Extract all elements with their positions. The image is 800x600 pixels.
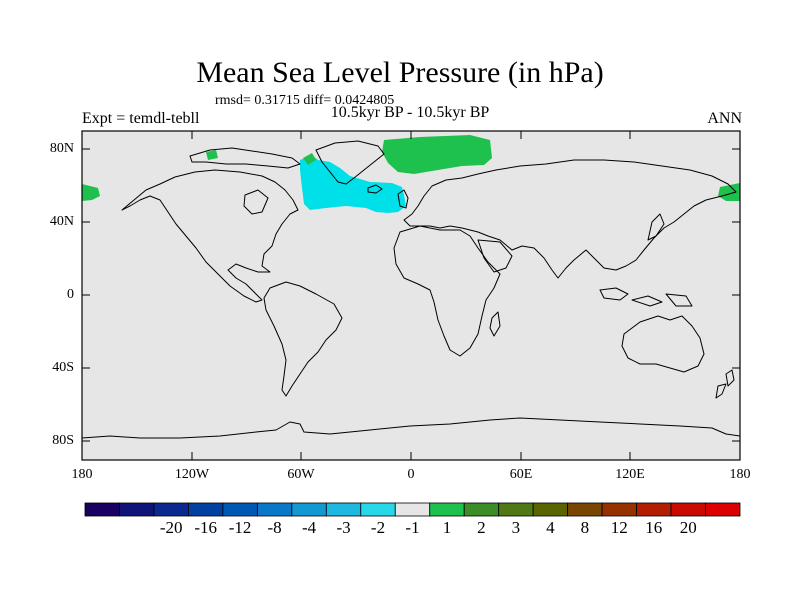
axis-ticks bbox=[81, 131, 741, 460]
experiment-label: Expt = temdl-tebll bbox=[82, 110, 200, 127]
colorbar-swatch bbox=[119, 502, 155, 517]
colorbar-label: 4 bbox=[546, 518, 555, 537]
coast-antarctica bbox=[81, 417, 741, 439]
lon-tick-180e: 180 bbox=[729, 467, 751, 482]
colorbar-swatch bbox=[394, 502, 431, 517]
lat-tick-80n: 80N bbox=[49, 141, 74, 156]
lat-tick-40s: 40S bbox=[52, 360, 74, 375]
colorbar-label: 20 bbox=[679, 518, 697, 537]
colorbar-label: -1 bbox=[405, 518, 420, 537]
colorbar-swatch bbox=[532, 502, 569, 517]
colorbar-swatch bbox=[153, 502, 189, 517]
coast-australia bbox=[621, 315, 705, 373]
arctic-positive-anomaly-2 bbox=[82, 184, 100, 201]
anomaly-shading bbox=[82, 135, 740, 213]
coast-hudson-bay bbox=[243, 189, 269, 215]
stats-label: rmsd= 0.31715 diff= 0.0424805 bbox=[215, 93, 395, 108]
colorbar-swatch bbox=[670, 502, 706, 517]
colorbar-label: 2 bbox=[477, 518, 486, 537]
colorbar-label: -8 bbox=[267, 518, 282, 537]
colorbar-label: -2 bbox=[370, 518, 386, 537]
coast-iceland bbox=[367, 184, 383, 194]
colorbar-label: 12 bbox=[610, 518, 628, 537]
colorbar-label: -16 bbox=[194, 518, 218, 537]
lon-tick-180w: 180 bbox=[71, 467, 93, 482]
page-title: Mean Sea Level Pressure (in hPa) bbox=[196, 56, 604, 89]
colorbar-swatch bbox=[188, 502, 224, 517]
colorbar-swatch bbox=[325, 502, 362, 517]
colorbar-label: -12 bbox=[228, 518, 252, 537]
lon-tick-120w: 120W bbox=[174, 467, 210, 482]
colorbar-swatch bbox=[84, 502, 120, 517]
colorbar-label: 1 bbox=[442, 518, 452, 537]
coast-eurasia bbox=[403, 159, 737, 279]
colorbar-swatch bbox=[429, 502, 465, 517]
coast-north-america bbox=[121, 169, 299, 303]
lon-tick-60e: 60E bbox=[509, 467, 533, 482]
arctic-positive-anomaly-3 bbox=[718, 183, 740, 201]
colorbar-label: -3 bbox=[336, 518, 351, 537]
coastlines bbox=[81, 140, 741, 439]
coast-africa bbox=[393, 225, 501, 357]
colorbar-label: 16 bbox=[645, 518, 663, 537]
lat-tick-80s: 80S bbox=[52, 433, 74, 448]
coast-new-zealand bbox=[715, 369, 735, 399]
arctic-positive-anomaly-1 bbox=[382, 135, 492, 174]
colorbar-label: -4 bbox=[302, 518, 317, 537]
colorbar-swatch bbox=[222, 502, 258, 517]
lon-tick-120e: 120E bbox=[615, 467, 645, 482]
coast-arctic-islands bbox=[189, 147, 301, 169]
north-atlantic-negative-anomaly bbox=[300, 155, 406, 213]
coast-south-america bbox=[263, 281, 343, 397]
colorbar-swatch bbox=[636, 502, 672, 517]
map-background bbox=[82, 131, 740, 460]
lon-tick-0: 0 bbox=[407, 467, 415, 482]
subtitle: 10.5kyr BP - 10.5kyr BP bbox=[330, 104, 490, 121]
coast-greenland bbox=[315, 140, 385, 185]
colorbar-label: 3 bbox=[511, 518, 521, 537]
coast-japan bbox=[647, 213, 665, 241]
season-label: ANN bbox=[707, 110, 742, 127]
arctic-positive-anomaly-5 bbox=[303, 153, 316, 165]
coast-se-asia-islands bbox=[599, 287, 693, 307]
colorbar-swatch bbox=[705, 502, 741, 517]
colorbar-label: 8 bbox=[580, 518, 590, 537]
lat-tick-40n: 40N bbox=[49, 214, 74, 229]
colorbar-swatch bbox=[601, 502, 637, 517]
arctic-positive-anomaly-4 bbox=[206, 150, 218, 160]
colorbar-swatch bbox=[463, 502, 500, 517]
colorbar-swatch bbox=[291, 502, 327, 517]
coast-madagascar bbox=[489, 311, 501, 337]
colorbar-swatch bbox=[360, 502, 396, 517]
coast-arabia bbox=[477, 239, 513, 273]
colorbar-label: -20 bbox=[159, 518, 183, 537]
colorbar-swatch bbox=[256, 502, 293, 517]
lon-tick-60w: 60W bbox=[287, 467, 315, 482]
lat-tick-0: 0 bbox=[67, 287, 74, 302]
coast-british-isles bbox=[397, 189, 409, 209]
colorbar-swatch bbox=[567, 502, 603, 517]
colorbar bbox=[84, 502, 741, 517]
colorbar-swatch bbox=[498, 502, 534, 517]
